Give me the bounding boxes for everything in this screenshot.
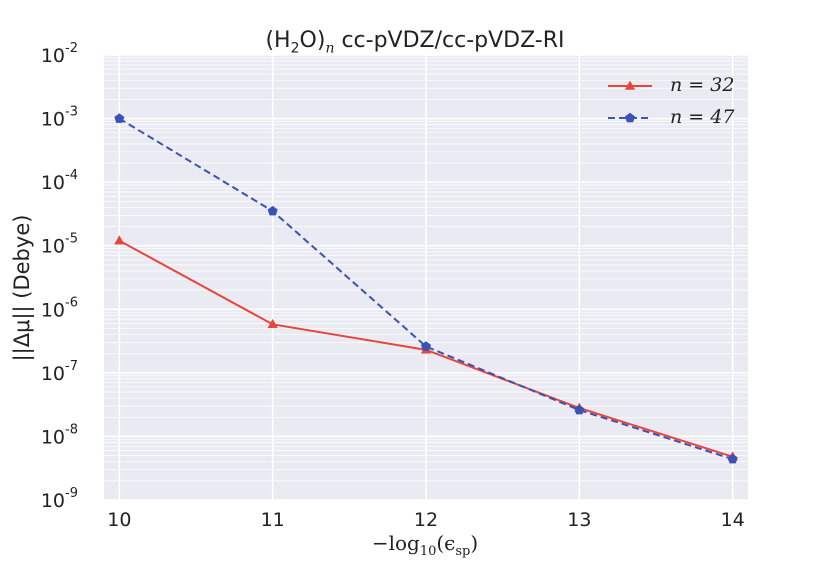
data-point-n=47 bbox=[727, 453, 738, 464]
x-axis-label: −log10(ϵsp) bbox=[371, 531, 479, 559]
y-tick-labels: 10-910-810-710-610-510-410-310-2 bbox=[41, 41, 78, 512]
y-tick-exponent: -6 bbox=[65, 295, 78, 310]
y-tick-label: 10-3 bbox=[41, 105, 78, 131]
legend-entry-n32: n = 32 bbox=[600, 74, 740, 98]
data-point-n=47 bbox=[267, 205, 278, 216]
y-tick-exponent: -4 bbox=[65, 168, 78, 183]
data-point-n=32 bbox=[114, 235, 125, 245]
series-group bbox=[114, 113, 738, 464]
x-tick-label: 12 bbox=[414, 509, 438, 531]
y-tick-label: 10-6 bbox=[41, 295, 78, 321]
y-tick-label: 10-9 bbox=[41, 486, 78, 512]
y-tick-base: 10 bbox=[41, 45, 65, 67]
y-tick-exponent: -3 bbox=[65, 105, 78, 120]
data-point-n=32 bbox=[267, 318, 278, 329]
y-tick-label: 10-7 bbox=[41, 359, 78, 385]
y-tick-base: 10 bbox=[41, 172, 65, 194]
y-tick-label: 10-5 bbox=[41, 232, 78, 258]
y-tick-exponent: -7 bbox=[65, 359, 78, 374]
y-tick-label: 10-8 bbox=[41, 422, 78, 448]
series-n=47 bbox=[114, 113, 738, 464]
grid bbox=[104, 54, 748, 501]
y-tick-base: 10 bbox=[41, 236, 65, 258]
y-tick-label: 10-4 bbox=[41, 168, 78, 194]
chart-title: (H2O)n cc-pVDZ/cc-pVDZ-RI bbox=[265, 28, 565, 57]
y-tick-base: 10 bbox=[41, 363, 65, 385]
y-tick-label: 10-2 bbox=[41, 41, 78, 67]
x-tick-label: 14 bbox=[721, 509, 745, 531]
legend-label-n47: n = 47 bbox=[670, 106, 735, 128]
y-tick-base: 10 bbox=[41, 490, 65, 512]
y-tick-base: 10 bbox=[41, 426, 65, 448]
x-tick-label: 13 bbox=[567, 509, 591, 531]
y-tick-base: 10 bbox=[41, 109, 65, 131]
legend-marker-n=32 bbox=[624, 80, 636, 90]
x-tick-labels: 10 11 12 13 14 bbox=[107, 509, 745, 531]
y-tick-exponent: -9 bbox=[65, 486, 78, 501]
y-tick-exponent: -2 bbox=[65, 41, 78, 56]
data-point-n=47 bbox=[420, 341, 432, 351]
legend-markers bbox=[608, 80, 652, 123]
y-tick-base: 10 bbox=[41, 299, 65, 321]
x-tick-label: 11 bbox=[261, 509, 285, 531]
y-tick-exponent: -5 bbox=[65, 232, 78, 247]
legend-marker-n=47 bbox=[624, 112, 636, 123]
legend-entry-n47: n = 47 bbox=[600, 106, 740, 130]
data-point-n=47 bbox=[574, 404, 585, 415]
y-tick-exponent: -8 bbox=[65, 422, 78, 437]
data-point-n=47 bbox=[114, 113, 125, 123]
legend-label-n32: n = 32 bbox=[670, 74, 735, 96]
x-tick-label: 10 bbox=[107, 509, 131, 531]
